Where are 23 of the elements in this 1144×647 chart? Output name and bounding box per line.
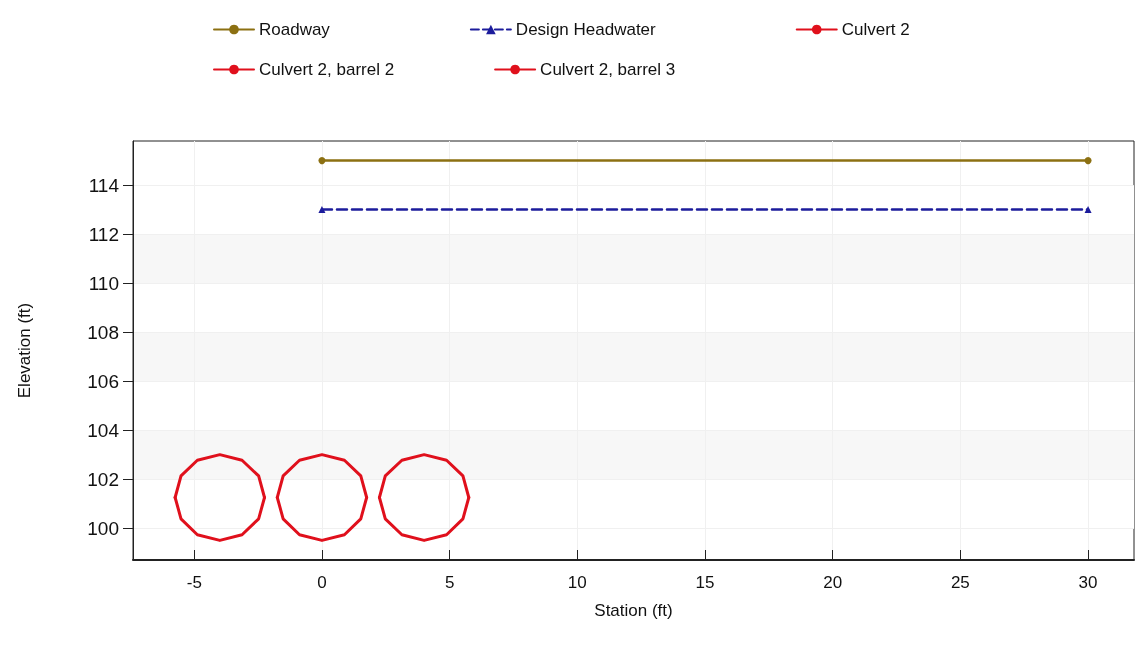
x-tick-label: 10 — [567, 573, 587, 592]
x-axis-title: Station (ft) — [594, 601, 673, 620]
x-tick-label: -5 — [186, 573, 202, 592]
legend-label: Culvert 2, barrel 2 — [259, 60, 395, 79]
y-axis-title: Elevation (ft) — [15, 302, 34, 399]
y-tick-label: 104 — [87, 419, 120, 441]
y-tick-label: 112 — [88, 223, 119, 245]
x-tick-label: 30 — [1078, 573, 1098, 592]
legend-label: Design Headwater — [515, 20, 657, 39]
x-tick-label: 15 — [695, 573, 715, 592]
y-tick-label: 102 — [87, 468, 119, 490]
x-tick-label: 5 — [444, 573, 455, 592]
legend-label: Culvert 2, barrel 3 — [540, 60, 676, 79]
x-tick-label: 0 — [317, 573, 327, 592]
y-tick-label: 114 — [88, 174, 120, 196]
y-tick-label: 108 — [87, 321, 119, 343]
x-tick-label: 25 — [950, 573, 970, 592]
y-tick-label: 110 — [88, 272, 119, 294]
y-tick-label: 106 — [87, 370, 119, 392]
y-tick-label: 100 — [87, 517, 119, 539]
x-tick-label: 20 — [823, 573, 843, 592]
legend-label: Culvert 2 — [841, 20, 910, 39]
legend-label: Roadway — [259, 20, 331, 39]
